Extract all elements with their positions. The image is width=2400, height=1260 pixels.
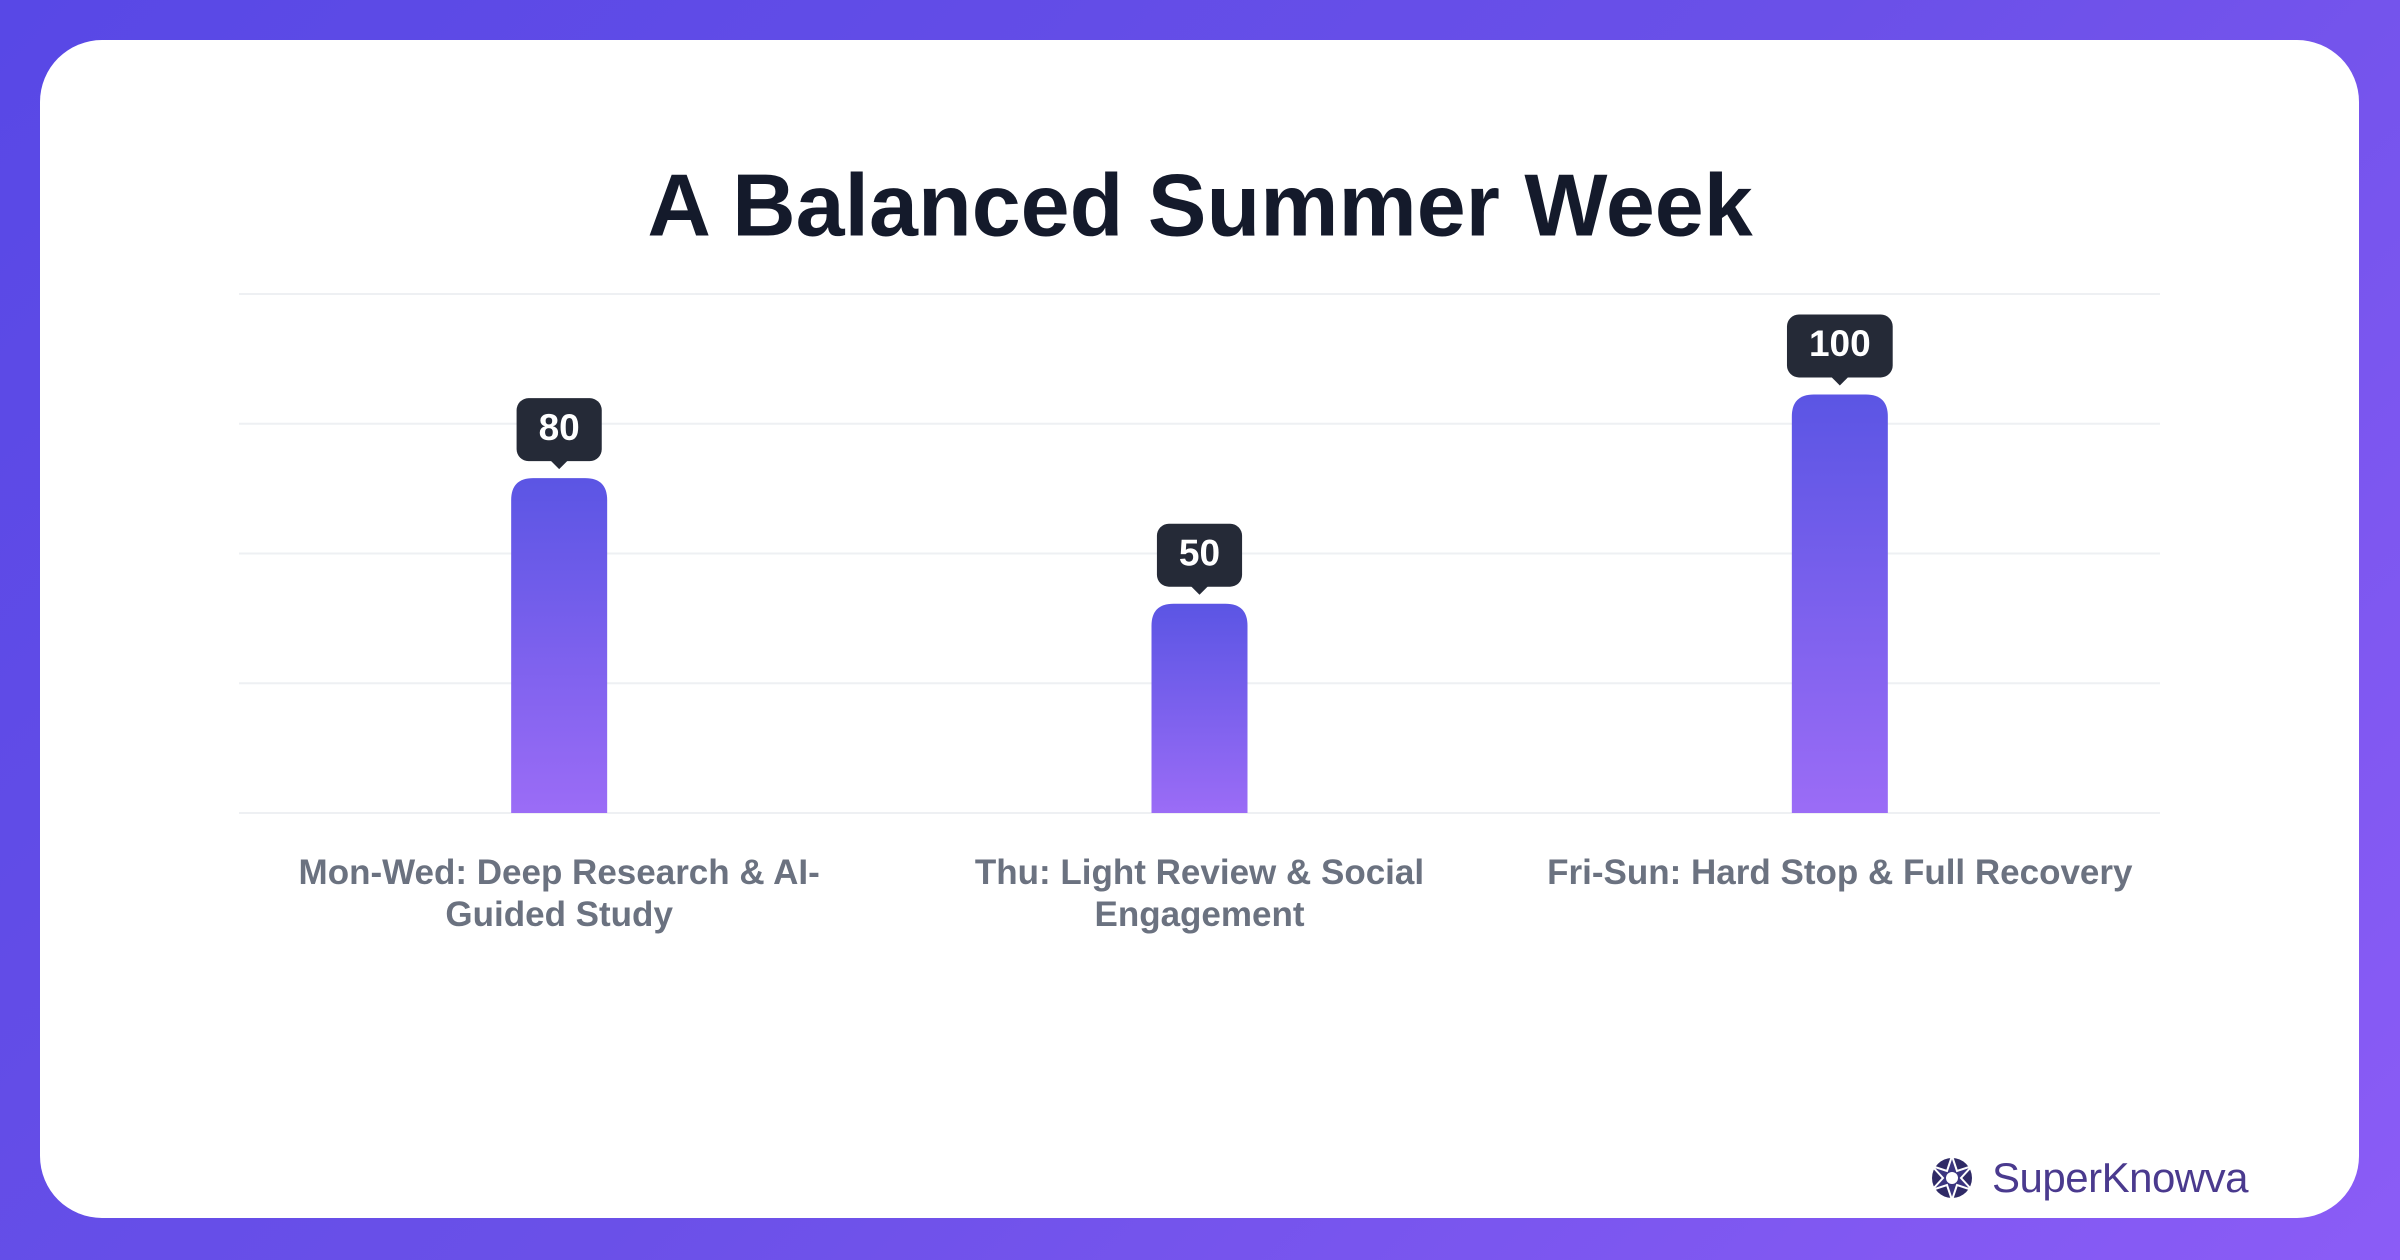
bar [511,478,608,813]
value-label-pointer [1190,585,1209,595]
value-label-text: 100 [1809,323,1871,364]
value-label-box [1156,523,1243,587]
x-tick-label: Thu: Light Review & Social Engagement [974,853,1425,934]
value-label: 50 [1156,523,1243,595]
bar [1151,603,1248,813]
value-label-text: 50 [1179,533,1220,574]
value-label: 100 [1786,314,1893,386]
bar [1791,394,1888,813]
value-label-box [1786,314,1893,378]
brand: SuperKnowva [1992,1154,2249,1201]
x-tick-label: Mon-Wed: Deep Research & AI-Guided Study [298,853,820,934]
value-label-pointer [550,460,569,470]
value-label-text: 80 [539,407,580,448]
value-label: 80 [516,398,602,470]
x-tick-label: Fri-Sun: Hard Stop & Full Recovery [1547,853,2133,892]
chart-title: A Balanced Summer Week [647,155,1753,254]
value-label-box [516,398,602,462]
value-label-pointer [1830,376,1849,386]
logo-icon [1928,1152,1976,1204]
